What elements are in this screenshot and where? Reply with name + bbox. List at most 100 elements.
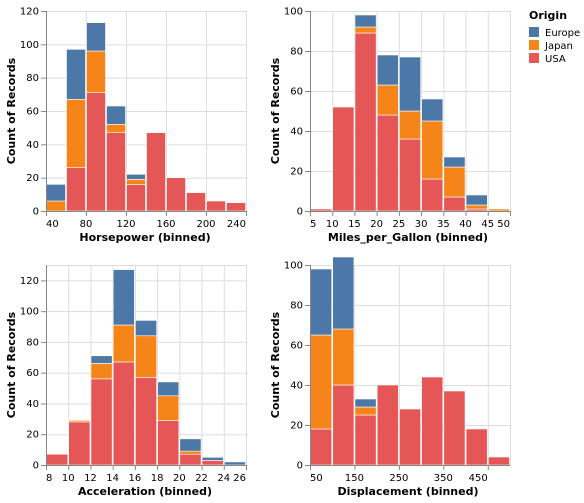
x-tick-label: 14	[106, 473, 119, 484]
bar-japan	[354, 26, 377, 34]
y-tick-label: 100	[284, 261, 303, 272]
bar-usa	[310, 428, 333, 466]
legend-swatch-europe	[529, 27, 539, 37]
bar-europe	[106, 105, 126, 125]
y-tick-label: 120	[20, 7, 39, 18]
bar-europe	[157, 381, 180, 397]
bar-europe	[332, 256, 355, 330]
x-tick-label: 8	[46, 473, 52, 484]
y-tick-label: 100	[284, 7, 303, 18]
bar-usa	[68, 421, 91, 466]
legend-title: Origin	[529, 9, 567, 22]
x-tick-label: 50	[310, 473, 323, 484]
bar-usa	[226, 202, 246, 212]
bar-japan	[66, 99, 86, 168]
y-tick-label: 80	[290, 301, 303, 312]
y-tick-label: 80	[26, 73, 39, 84]
gridlines	[46, 11, 247, 212]
bar-japan	[421, 120, 444, 180]
bar-usa	[66, 167, 86, 212]
x-tick-label: 30	[415, 219, 428, 230]
y-tick-label: 0	[33, 461, 39, 472]
bar-usa	[179, 453, 202, 466]
bar-usa	[443, 390, 466, 466]
bar-usa	[146, 132, 166, 212]
y-tick-label: 20	[290, 167, 303, 178]
x-tick-label: 12	[84, 473, 97, 484]
bar-japan	[179, 450, 202, 455]
bar-europe	[443, 156, 466, 168]
bar-japan	[106, 124, 126, 133]
y-tick-label: 20	[26, 430, 39, 441]
y-axis-title: Count of Records	[5, 57, 18, 164]
bar-japan	[443, 166, 466, 198]
bar-usa	[332, 106, 355, 212]
y-tick-label: 80	[290, 47, 303, 58]
y-tick-label: 100	[20, 40, 39, 51]
x-tick-label: 450	[469, 473, 488, 484]
bar-japan	[126, 179, 146, 185]
bar-japan	[399, 110, 421, 140]
x-tick-label: 350	[434, 473, 453, 484]
y-tick-label: 40	[290, 127, 303, 138]
x-tick-label: 240	[227, 219, 246, 230]
x-tick-label: 24	[217, 473, 230, 484]
bar-usa	[112, 361, 135, 466]
bar-usa	[201, 460, 224, 466]
x-tick-label: 25	[393, 219, 406, 230]
bars	[310, 256, 510, 466]
bar-usa	[186, 192, 206, 212]
bar-usa	[354, 414, 377, 466]
y-tick-label: 100	[20, 307, 39, 318]
y-tick-label: 60	[290, 87, 303, 98]
y-tick-label: 120	[20, 276, 39, 287]
bar-usa	[443, 196, 466, 212]
bar-usa	[206, 200, 226, 212]
x-tick-label: 50	[497, 219, 510, 230]
bar-usa	[135, 377, 157, 466]
y-tick-label: 0	[297, 207, 303, 218]
chart-miles-per-gallon: 0 20 40 60 80 100 5 10 15 20 25 30 35 40 45 50 Miles_pe…	[269, 7, 511, 244]
chart-acceleration: 0 20 40 60 80 100 120 8 10 12 14 16 18 20 22 24 26 Accel…	[5, 265, 247, 498]
bar-japan	[68, 420, 91, 423]
bar-japan	[332, 328, 355, 386]
bar-europe	[399, 56, 421, 112]
bar-usa	[332, 384, 355, 466]
bar-usa	[90, 378, 113, 466]
bars	[46, 269, 246, 466]
y-axis-title: Count of Records	[269, 57, 282, 164]
bar-usa	[166, 177, 186, 212]
bar-europe	[354, 398, 377, 408]
x-tick-label: 250	[389, 473, 408, 484]
bar-usa	[421, 178, 444, 212]
x-tick-label: 20	[173, 473, 186, 484]
bar-japan	[46, 200, 66, 212]
bar-usa	[487, 456, 510, 466]
x-tick-label: 10	[326, 219, 339, 230]
bar-europe	[90, 355, 113, 364]
bar-europe	[126, 174, 146, 180]
bar-japan	[376, 84, 399, 116]
legend: Origin Europe Japan USA	[529, 9, 580, 65]
axes: 0 20 40 60 80 100 5 10 15 20 25 30 35 40 45 50	[284, 7, 511, 230]
bar-europe	[354, 14, 377, 28]
bar-europe	[66, 49, 86, 100]
bar-usa	[106, 132, 126, 212]
bar-usa	[376, 114, 399, 212]
bar-japan	[90, 363, 113, 380]
chart-horsepower: 0 20 40 60 80 100 120 40 80 120 160 200 240 Horsepow…	[5, 7, 247, 244]
chart-displacement: 0 20 40 60 80 100 50 150 250 350 450 Displacement …	[269, 256, 511, 498]
bars	[46, 22, 246, 212]
bar-usa	[86, 92, 106, 212]
x-tick-label: 16	[129, 473, 142, 484]
x-axis-title: Miles_per_Gallon (binned)	[328, 231, 488, 244]
y-tick-label: 40	[290, 381, 303, 392]
legend-label-japan: Japan	[544, 41, 573, 52]
y-axis-title: Count of Records	[269, 311, 282, 418]
x-tick-label: 150	[345, 473, 364, 484]
bar-japan	[310, 334, 333, 430]
bar-europe	[46, 184, 66, 202]
bar-japan	[354, 406, 377, 416]
x-axis-title: Horsepower (binned)	[79, 231, 210, 244]
